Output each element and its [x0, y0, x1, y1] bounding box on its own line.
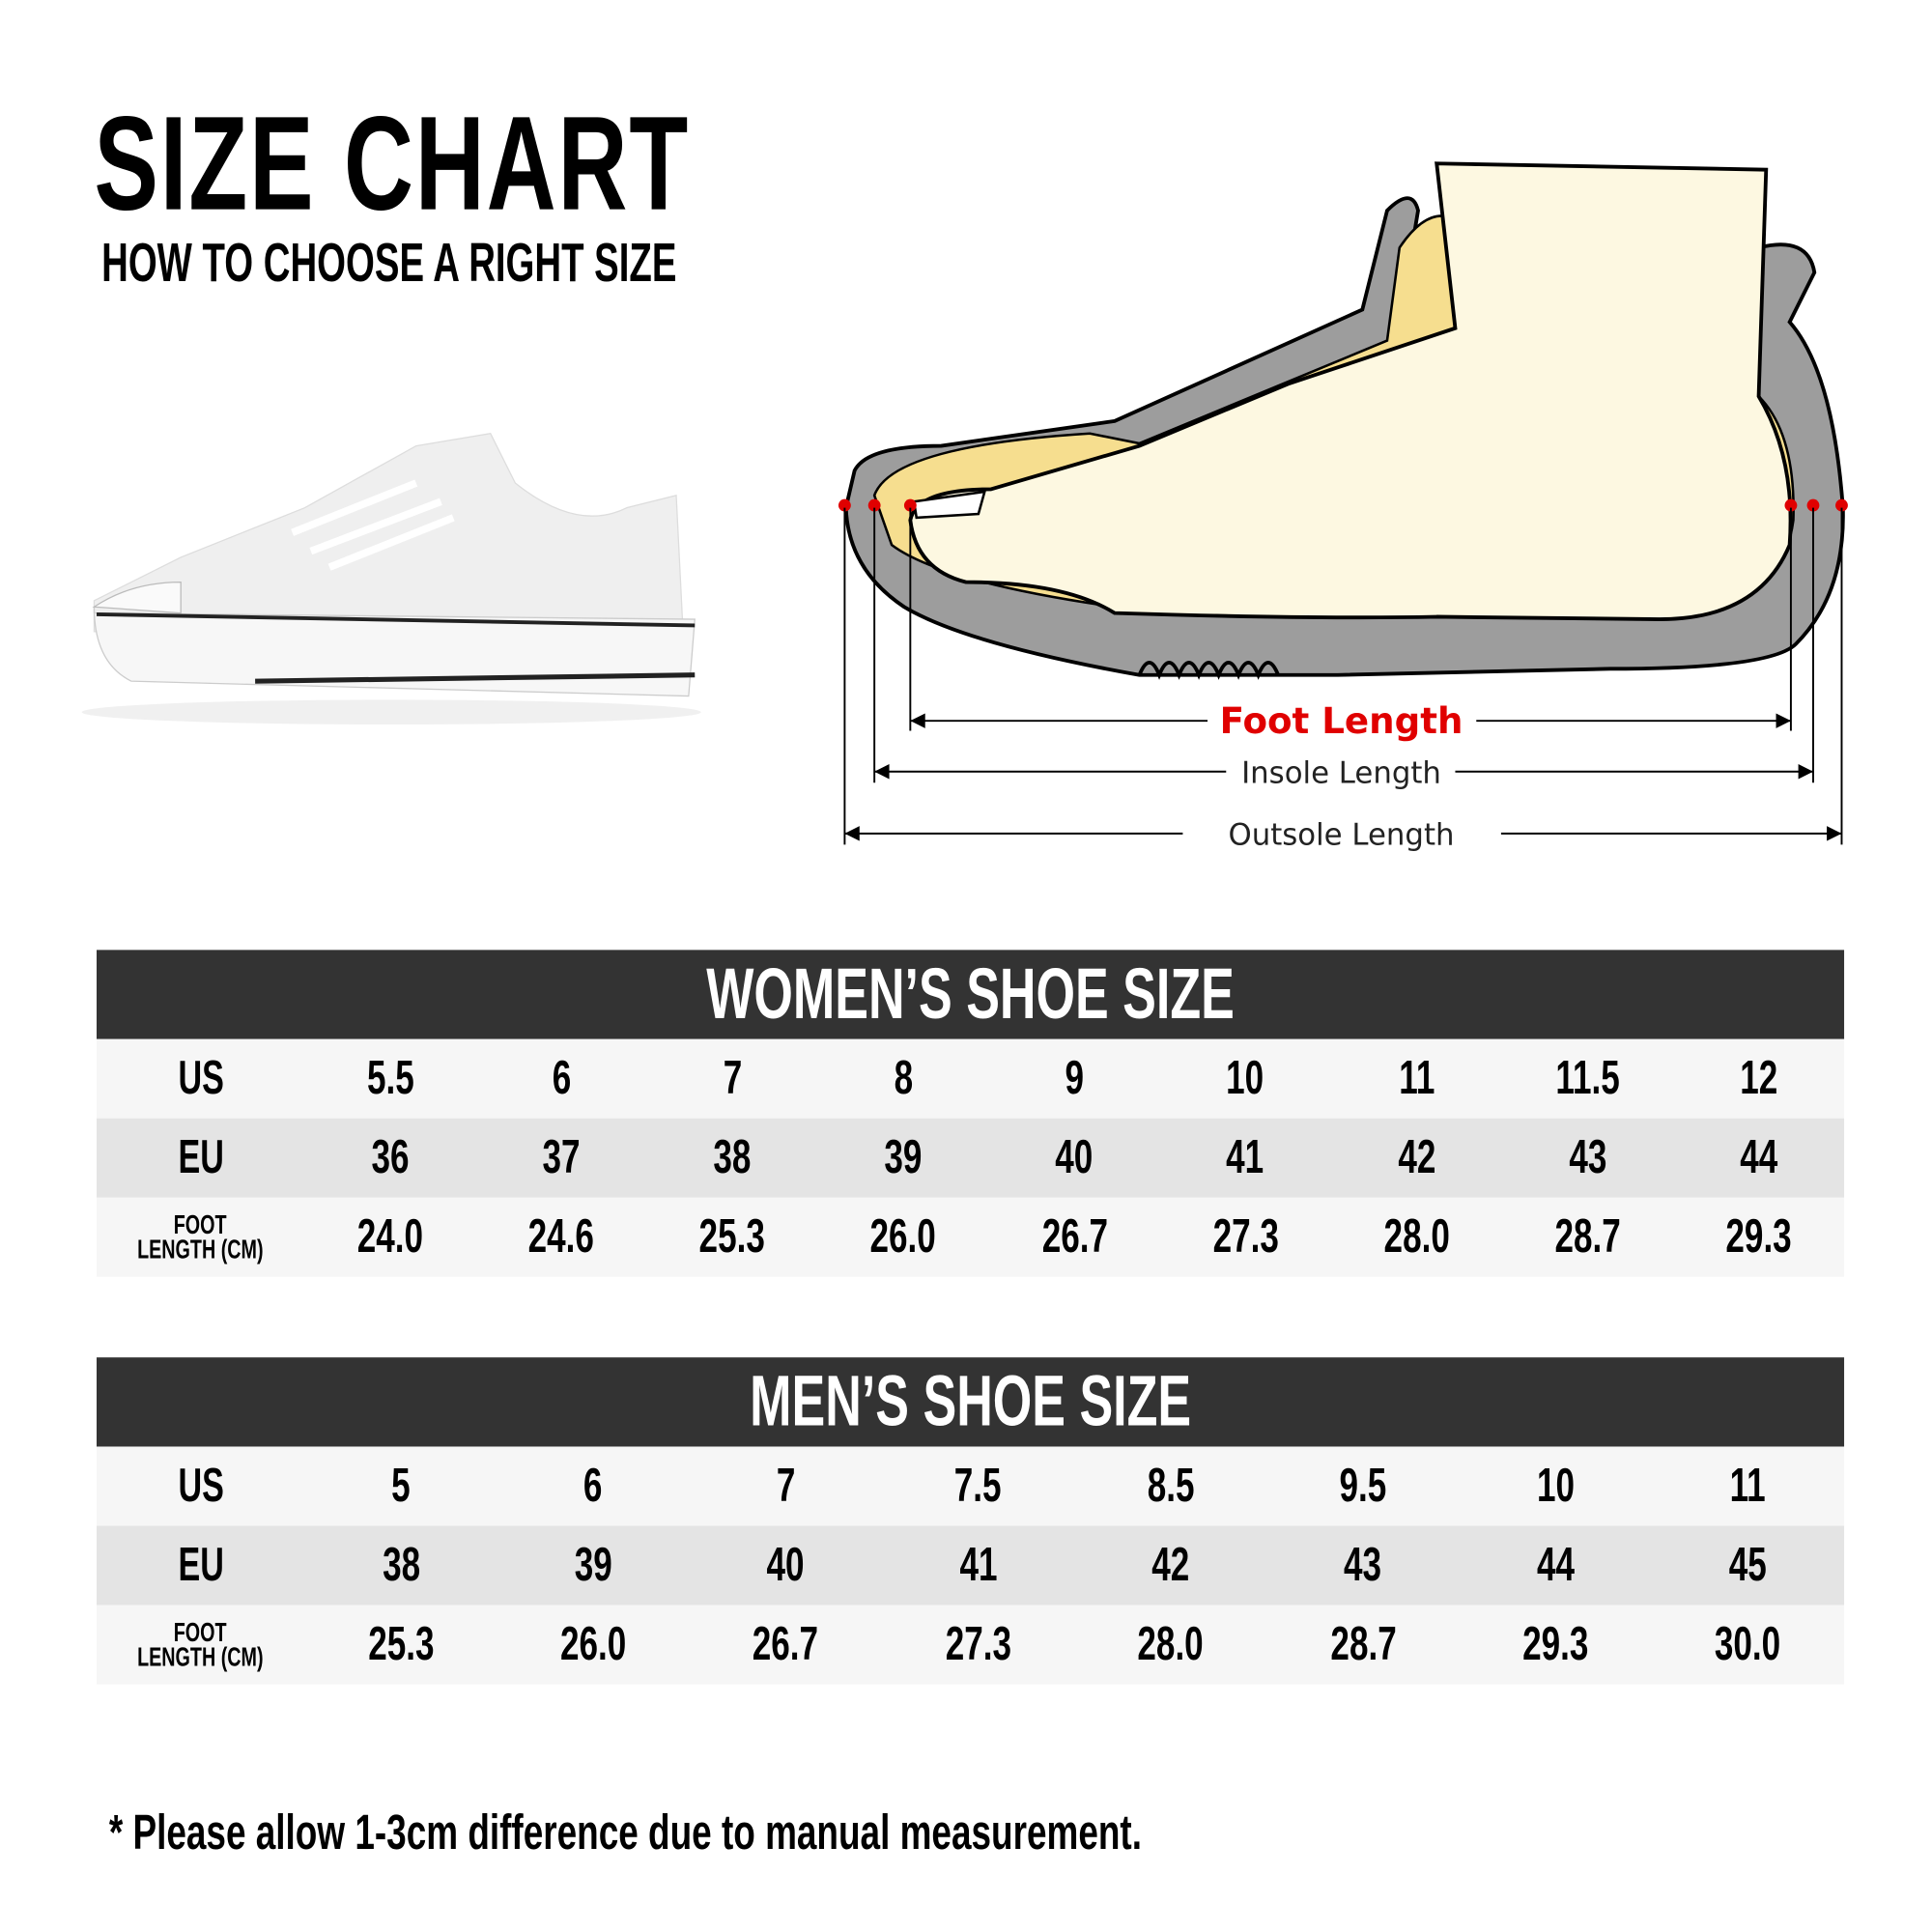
size-cell: 25.3 — [698, 1210, 766, 1264]
size-cell: 6 — [583, 1459, 603, 1512]
table-row-eu: EU 38 39 40 41 42 43 44 45 — [97, 1525, 1845, 1605]
size-cell: 42 — [1151, 1539, 1190, 1591]
row-label: US — [177, 1052, 224, 1104]
size-cell: 41 — [1226, 1131, 1264, 1184]
size-cell: 6 — [552, 1052, 571, 1104]
table-row-us: US 5 6 7 7.5 8.5 9.5 10 11 — [97, 1446, 1845, 1526]
title-block: SIZE CHART HOW TO CHOOSE A RIGHT SIZE — [94, 88, 691, 295]
row-label: FOOT LENGTH (CM) — [137, 1208, 264, 1265]
size-cell: 9.5 — [1339, 1459, 1387, 1512]
sneaker-image — [81, 433, 701, 725]
size-cell: 27.3 — [945, 1618, 1011, 1670]
size-cell: 26.0 — [869, 1210, 937, 1264]
insole-length-label: Insole Length — [1241, 755, 1441, 790]
women-table-title: WOMEN’S SHOE SIZE — [97, 950, 1845, 1039]
size-cell: 7 — [776, 1459, 796, 1512]
foot-measurement-diagram: Foot Length Insole Length Outsole Length — [838, 161, 1848, 852]
size-cell: 29.3 — [1725, 1210, 1792, 1264]
size-cell: 10 — [1226, 1052, 1264, 1104]
size-cell: 24.0 — [356, 1210, 424, 1264]
size-cell: 44 — [1739, 1131, 1777, 1184]
size-cell: 11.5 — [1555, 1052, 1620, 1104]
row-label: US — [177, 1459, 224, 1512]
page-title: SIZE CHART — [94, 88, 691, 239]
outsole-length-label: Outsole Length — [1229, 817, 1455, 852]
size-cell: 37 — [542, 1131, 581, 1184]
size-cell: 28.0 — [1383, 1210, 1450, 1264]
size-cell: 43 — [1568, 1131, 1606, 1184]
table-row-foot-length: FOOT LENGTH (CM) 25.3 26.0 26.7 27.3 28.0 28.7… — [97, 1605, 1845, 1685]
size-cell: 38 — [382, 1539, 420, 1591]
size-cell: 12 — [1739, 1052, 1777, 1104]
size-cell: 39 — [574, 1539, 612, 1591]
measurement-points — [838, 498, 1848, 512]
size-cell: 45 — [1728, 1539, 1767, 1591]
size-cell: 7 — [723, 1052, 742, 1104]
size-cell: 40 — [766, 1539, 805, 1591]
size-cell: 5.5 — [366, 1052, 414, 1104]
size-cell: 28.7 — [1329, 1618, 1397, 1670]
women-size-table: WOMEN’S SHOE SIZE US 5.5 6 7 8 9 10 11 11.5 12 E… — [97, 950, 1845, 1277]
size-cell: 44 — [1536, 1539, 1575, 1591]
size-cell: 38 — [713, 1131, 752, 1184]
size-cell: 36 — [371, 1131, 410, 1184]
size-cell: 8.5 — [1147, 1459, 1195, 1512]
men-table-title: MEN’S SHOE SIZE — [97, 1357, 1845, 1447]
size-cell: 7.5 — [954, 1459, 1002, 1512]
row-label: FOOT LENGTH (CM) — [137, 1616, 264, 1672]
measurement-note: * Please allow 1-3cm difference due to m… — [108, 1805, 1142, 1861]
size-cell: 26.0 — [560, 1618, 627, 1670]
size-cell: 5 — [391, 1459, 411, 1512]
page-subtitle: HOW TO CHOOSE A RIGHT SIZE — [101, 233, 677, 294]
row-label: EU — [177, 1131, 224, 1184]
size-cell: 28.7 — [1554, 1210, 1621, 1264]
size-cell: 29.3 — [1522, 1618, 1589, 1670]
size-cell: 42 — [1397, 1131, 1435, 1184]
size-cell: 40 — [1055, 1131, 1094, 1184]
size-cell: 10 — [1536, 1459, 1575, 1512]
size-cell: 27.3 — [1212, 1210, 1279, 1264]
size-cell: 26.7 — [753, 1618, 819, 1670]
size-cell: 28.0 — [1137, 1618, 1204, 1670]
men-size-table: MEN’S SHOE SIZE US 5 6 7 7.5 8.5 9.5 10 11 EU 3… — [97, 1357, 1845, 1685]
size-cell: 11 — [1398, 1052, 1435, 1104]
foot-length-label: Foot Length — [1220, 699, 1463, 742]
table-row-eu: EU 36 37 38 39 40 41 42 43 44 — [97, 1118, 1845, 1198]
table-row-us: US 5.5 6 7 8 9 10 11 11.5 12 — [97, 1038, 1845, 1119]
size-cell: 30.0 — [1715, 1618, 1781, 1670]
size-cell: 8 — [894, 1052, 913, 1104]
size-cell: 25.3 — [367, 1618, 435, 1670]
size-cell: 26.7 — [1041, 1210, 1108, 1264]
table-row-foot-length: FOOT LENGTH (CM) 24.0 24.6 25.3 26.0 26.7 27.3… — [97, 1197, 1845, 1277]
size-cell: 11 — [1729, 1459, 1766, 1512]
row-label: EU — [177, 1539, 224, 1591]
size-cell: 24.6 — [527, 1210, 595, 1264]
size-cell: 43 — [1344, 1539, 1382, 1591]
size-cell: 39 — [884, 1131, 923, 1184]
size-cell: 41 — [959, 1539, 998, 1591]
size-cell: 9 — [1065, 1052, 1084, 1104]
